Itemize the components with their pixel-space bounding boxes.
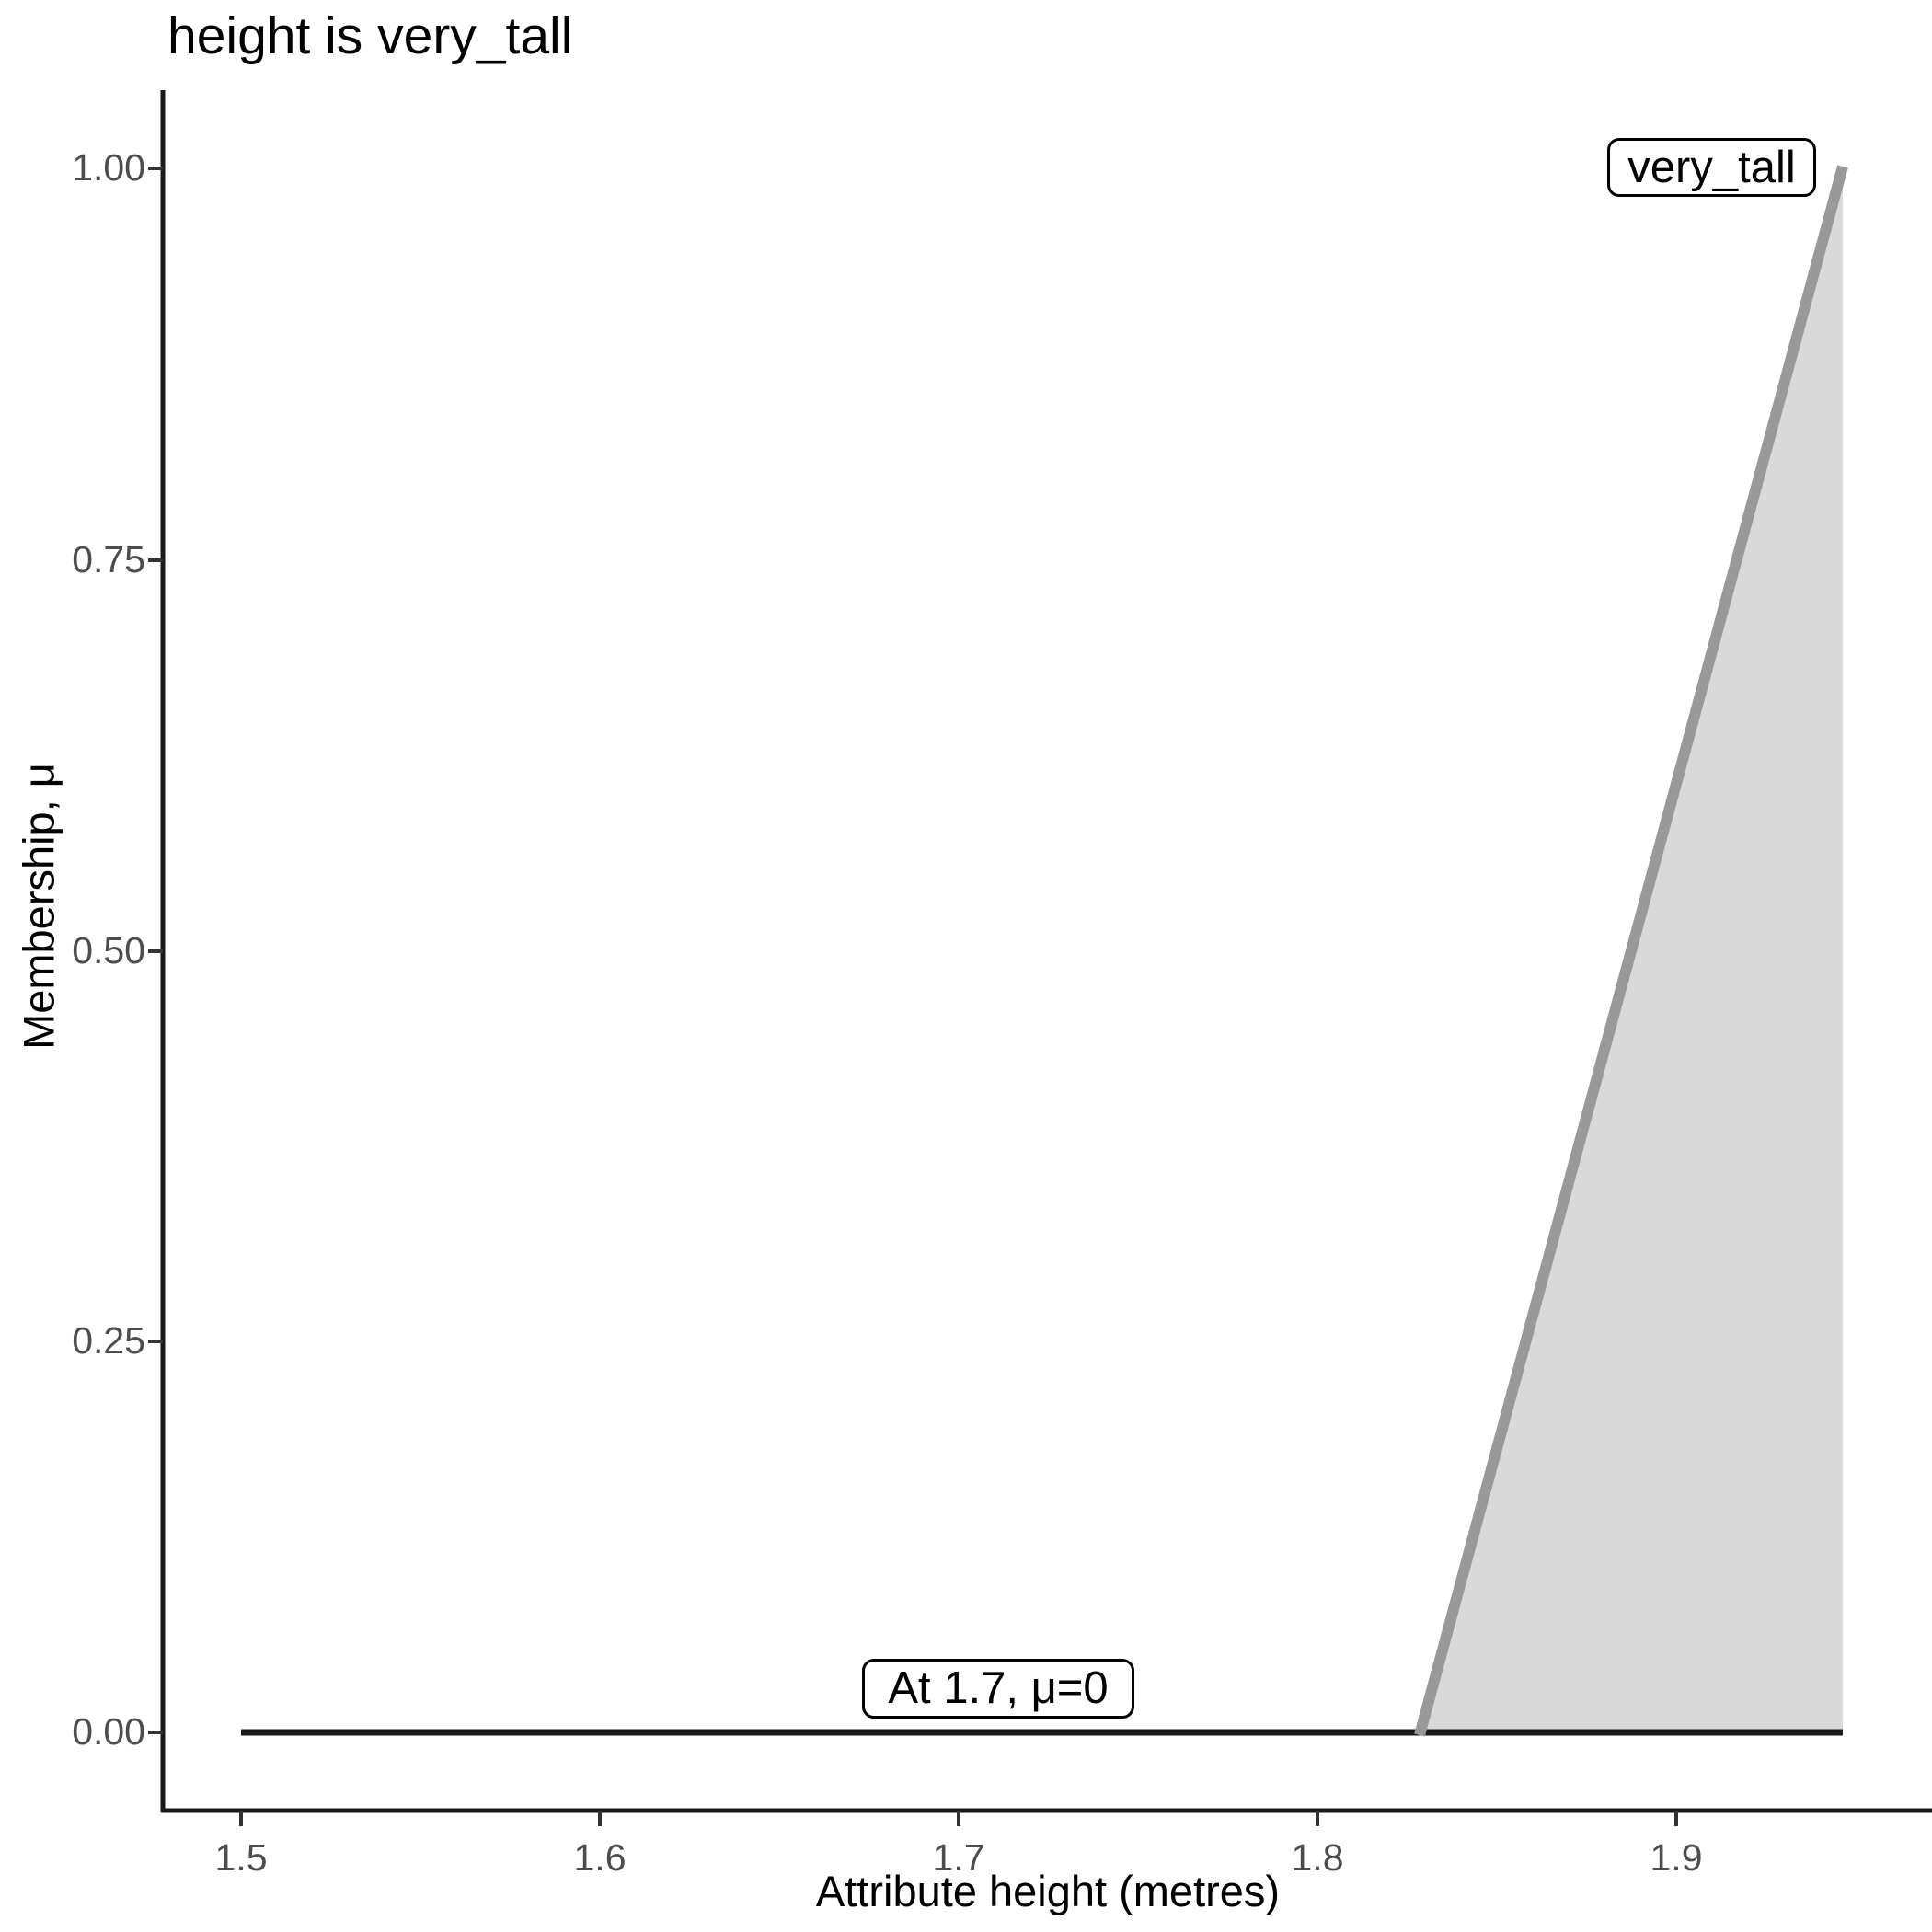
y-axis-title: Membership, μ bbox=[14, 763, 63, 1050]
x-tick-label-1.8: 1.8 bbox=[1291, 1836, 1344, 1879]
y-tick-label-0.25: 0.25 bbox=[72, 1319, 145, 1362]
x-axis-title: Attribute height (metres) bbox=[815, 1867, 1281, 1915]
point-annotation-box: At 1.7, μ=0 bbox=[862, 1659, 1134, 1719]
x-tick-label-1.6: 1.6 bbox=[573, 1836, 627, 1879]
curve-label-box: very_tall bbox=[1607, 138, 1816, 197]
point-annotation-text: At 1.7, μ=0 bbox=[888, 1663, 1109, 1713]
curve-label-text: very_tall bbox=[1627, 142, 1796, 192]
x-tick-label-1.7: 1.7 bbox=[932, 1836, 985, 1879]
y-tick-label-0.00: 0.00 bbox=[72, 1710, 145, 1753]
x-tick-label-1.9: 1.9 bbox=[1650, 1836, 1703, 1879]
x-tick-label-1.5: 1.5 bbox=[214, 1836, 268, 1879]
membership-curve-line bbox=[1414, 165, 1848, 1737]
y-tick-label-0.50: 0.50 bbox=[72, 929, 145, 972]
y-tick-marks bbox=[148, 167, 163, 1734]
chart-title: height is very_tall bbox=[167, 6, 573, 65]
x-tick-marks bbox=[239, 1811, 1678, 1826]
y-tick-label-0.75: 0.75 bbox=[72, 538, 145, 581]
y-tick-label-1.00: 1.00 bbox=[72, 146, 145, 189]
